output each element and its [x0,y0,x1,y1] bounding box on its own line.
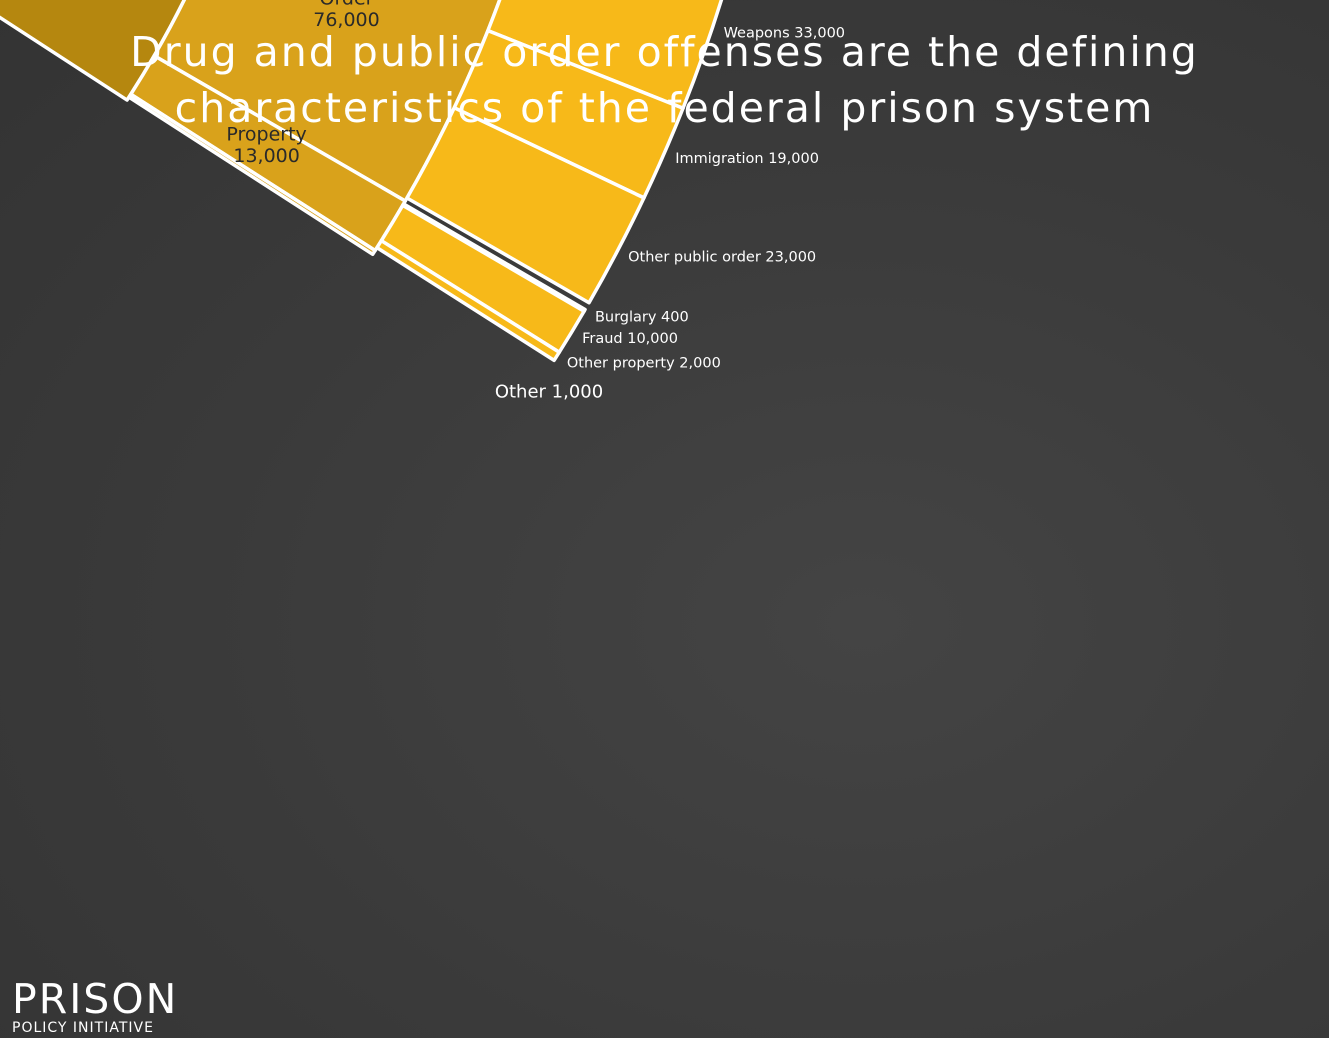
prison-policy-initiative-logo: PRISON POLICY INITIATIVE [12,978,178,1036]
label-burglary: Burglary 400 [595,309,689,325]
label-property: Property 13,000 [226,124,306,167]
label-other: Other 1,000 [495,382,603,403]
chart-title-line2: characteristics of the federal prison sy… [174,84,1155,132]
logo-sub-text: POLICY INITIATIVE [12,1020,154,1036]
sector-other-public-order [405,106,646,305]
chart-title-line1: Drug and public order offenses are the d… [130,28,1199,76]
label-weapons: Weapons 33,000 [724,25,845,41]
label-other-public-order: Other public order 23,000 [628,249,816,265]
sector-other-property [375,238,562,363]
sector-other [127,92,377,257]
label-immigration: Immigration 19,000 [675,151,819,167]
label-fraud: Fraud 10,000 [582,331,678,347]
logo-main-text: PRISON [12,975,179,1023]
label-other-property: Other property 2,000 [567,356,721,372]
label-public-order: PublicOrder76,000 [313,0,379,31]
chart-title: Drug and public order offenses are the d… [0,24,1329,136]
